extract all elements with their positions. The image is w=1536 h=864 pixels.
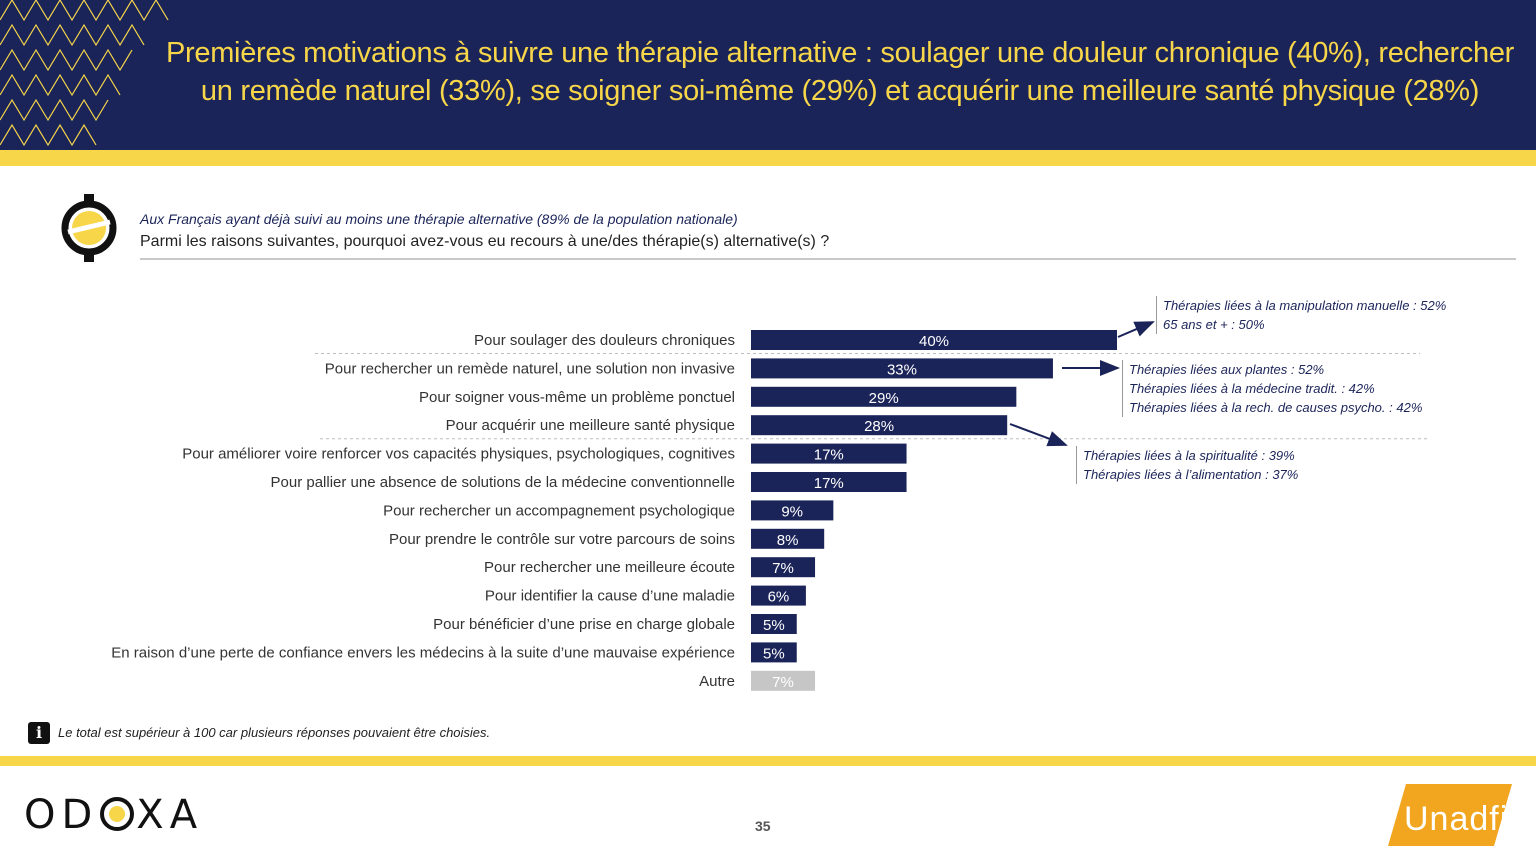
odoxa-logo: OD XA	[24, 792, 204, 838]
bar-value-label: 5%	[763, 617, 785, 634]
title-line-2: un remède naturel (33%), se soigner soi-…	[200, 75, 1480, 107]
bar-value-label: 17%	[814, 475, 844, 492]
chevron-pattern-decoration	[0, 0, 169, 147]
question-divider	[140, 258, 1516, 260]
bar	[751, 472, 907, 492]
header-yellow-band	[0, 150, 1536, 166]
annotation-line: Thérapies liées à la rech. de causes psy…	[1129, 400, 1423, 415]
page-number: 35	[755, 818, 771, 834]
annotation-box: Thérapies liées à la spiritualité : 39% T…	[1076, 446, 1299, 484]
page-title: Premières motivations à suivre une théra…	[150, 34, 1530, 110]
unadfi-logo	[1388, 784, 1512, 846]
bar	[751, 358, 1053, 379]
category-label: Pour acquérir une meilleure santé physiq…	[446, 417, 735, 434]
bar	[751, 614, 797, 634]
category-label: Pour rechercher une meilleure écoute	[484, 559, 735, 576]
category-label: Autre	[699, 673, 735, 690]
bar-value-label: 8%	[777, 532, 799, 549]
annotation-line: 65 ans et + : 50%	[1163, 317, 1265, 332]
bar	[751, 415, 1008, 436]
category-label: Pour identifier la cause d’une maladie	[485, 588, 735, 605]
category-label: En raison d’une perte de confiance enver…	[111, 644, 735, 661]
category-label: Pour prendre le contrôle sur votre parco…	[389, 531, 735, 548]
annotation-divider	[1122, 360, 1123, 417]
annotation-box: Thérapies liées à la manipulation manuel…	[1156, 296, 1447, 334]
annotation-box: Thérapies liées aux plantes : 52% Thérapi…	[1122, 360, 1423, 417]
bar	[751, 330, 1117, 350]
annotation-divider	[1076, 446, 1077, 484]
category-label: Pour rechercher un accompagnement psycho…	[383, 502, 735, 519]
category-label: Pour rechercher un remède naturel, une s…	[325, 360, 735, 377]
annotation-line: Thérapies liées à la médecine tradit. : …	[1129, 381, 1375, 396]
bar	[751, 443, 907, 464]
category-label: Pour soigner vous-même un problème ponct…	[419, 389, 735, 406]
category-label: Pour soulager des douleurs chroniques	[474, 332, 735, 349]
category-label: Pour bénéficier d’une prise en charge gl…	[433, 616, 735, 633]
annotation-line: Thérapies liées à l’alimentation : 37%	[1083, 467, 1299, 482]
footnote: Le total est supérieur à 100 car plusieu…	[58, 725, 491, 740]
bar	[751, 500, 834, 521]
title-line-1: Premières motivations à suivre une théra…	[165, 37, 1515, 69]
info-icon: i	[28, 722, 50, 744]
bar-value-label: 17%	[814, 447, 844, 464]
bar-value-label: 7%	[772, 674, 794, 691]
annotation-line: Thérapies liées à la manipulation manuel…	[1163, 298, 1447, 313]
survey-population: Aux Français ayant déjà suivi au moins u…	[140, 211, 738, 227]
bar-value-label: 28%	[864, 418, 894, 435]
bar	[751, 386, 1017, 407]
bar	[751, 557, 816, 578]
bar-value-label: 40%	[919, 333, 949, 350]
bar-value-label: 5%	[763, 645, 785, 662]
bar-value-label: 7%	[772, 560, 794, 577]
bar-value-label: 9%	[781, 503, 803, 520]
bar-value-label: 6%	[768, 589, 790, 606]
unadfi-logo-text: Unadfi	[1404, 800, 1509, 838]
annotation-line: Thérapies liées à la spiritualité : 39%	[1083, 448, 1295, 463]
category-label: Pour améliorer voire renforcer vos capac…	[182, 446, 735, 463]
bar	[751, 670, 816, 691]
annotation-divider	[1156, 296, 1157, 334]
footer-yellow-band	[0, 756, 1536, 766]
header-banner: Premières motivations à suivre une théra…	[0, 0, 1536, 150]
bar-value-label: 29%	[869, 390, 899, 407]
annotation-arrow	[1117, 321, 1155, 338]
bar	[751, 642, 797, 663]
bar-value-label: 33%	[887, 361, 917, 378]
category-label: Pour pallier une absence de solutions de…	[271, 474, 735, 491]
annotation-line: Thérapies liées aux plantes : 52%	[1129, 362, 1325, 377]
bar	[751, 585, 806, 606]
annotation-arrow	[1009, 423, 1068, 447]
survey-question: Parmi les raisons suivantes, pourquoi av…	[140, 233, 830, 250]
odoxa-logo-o-icon	[100, 797, 135, 831]
bar	[751, 528, 825, 549]
odoxa-question-icon	[61, 194, 117, 262]
